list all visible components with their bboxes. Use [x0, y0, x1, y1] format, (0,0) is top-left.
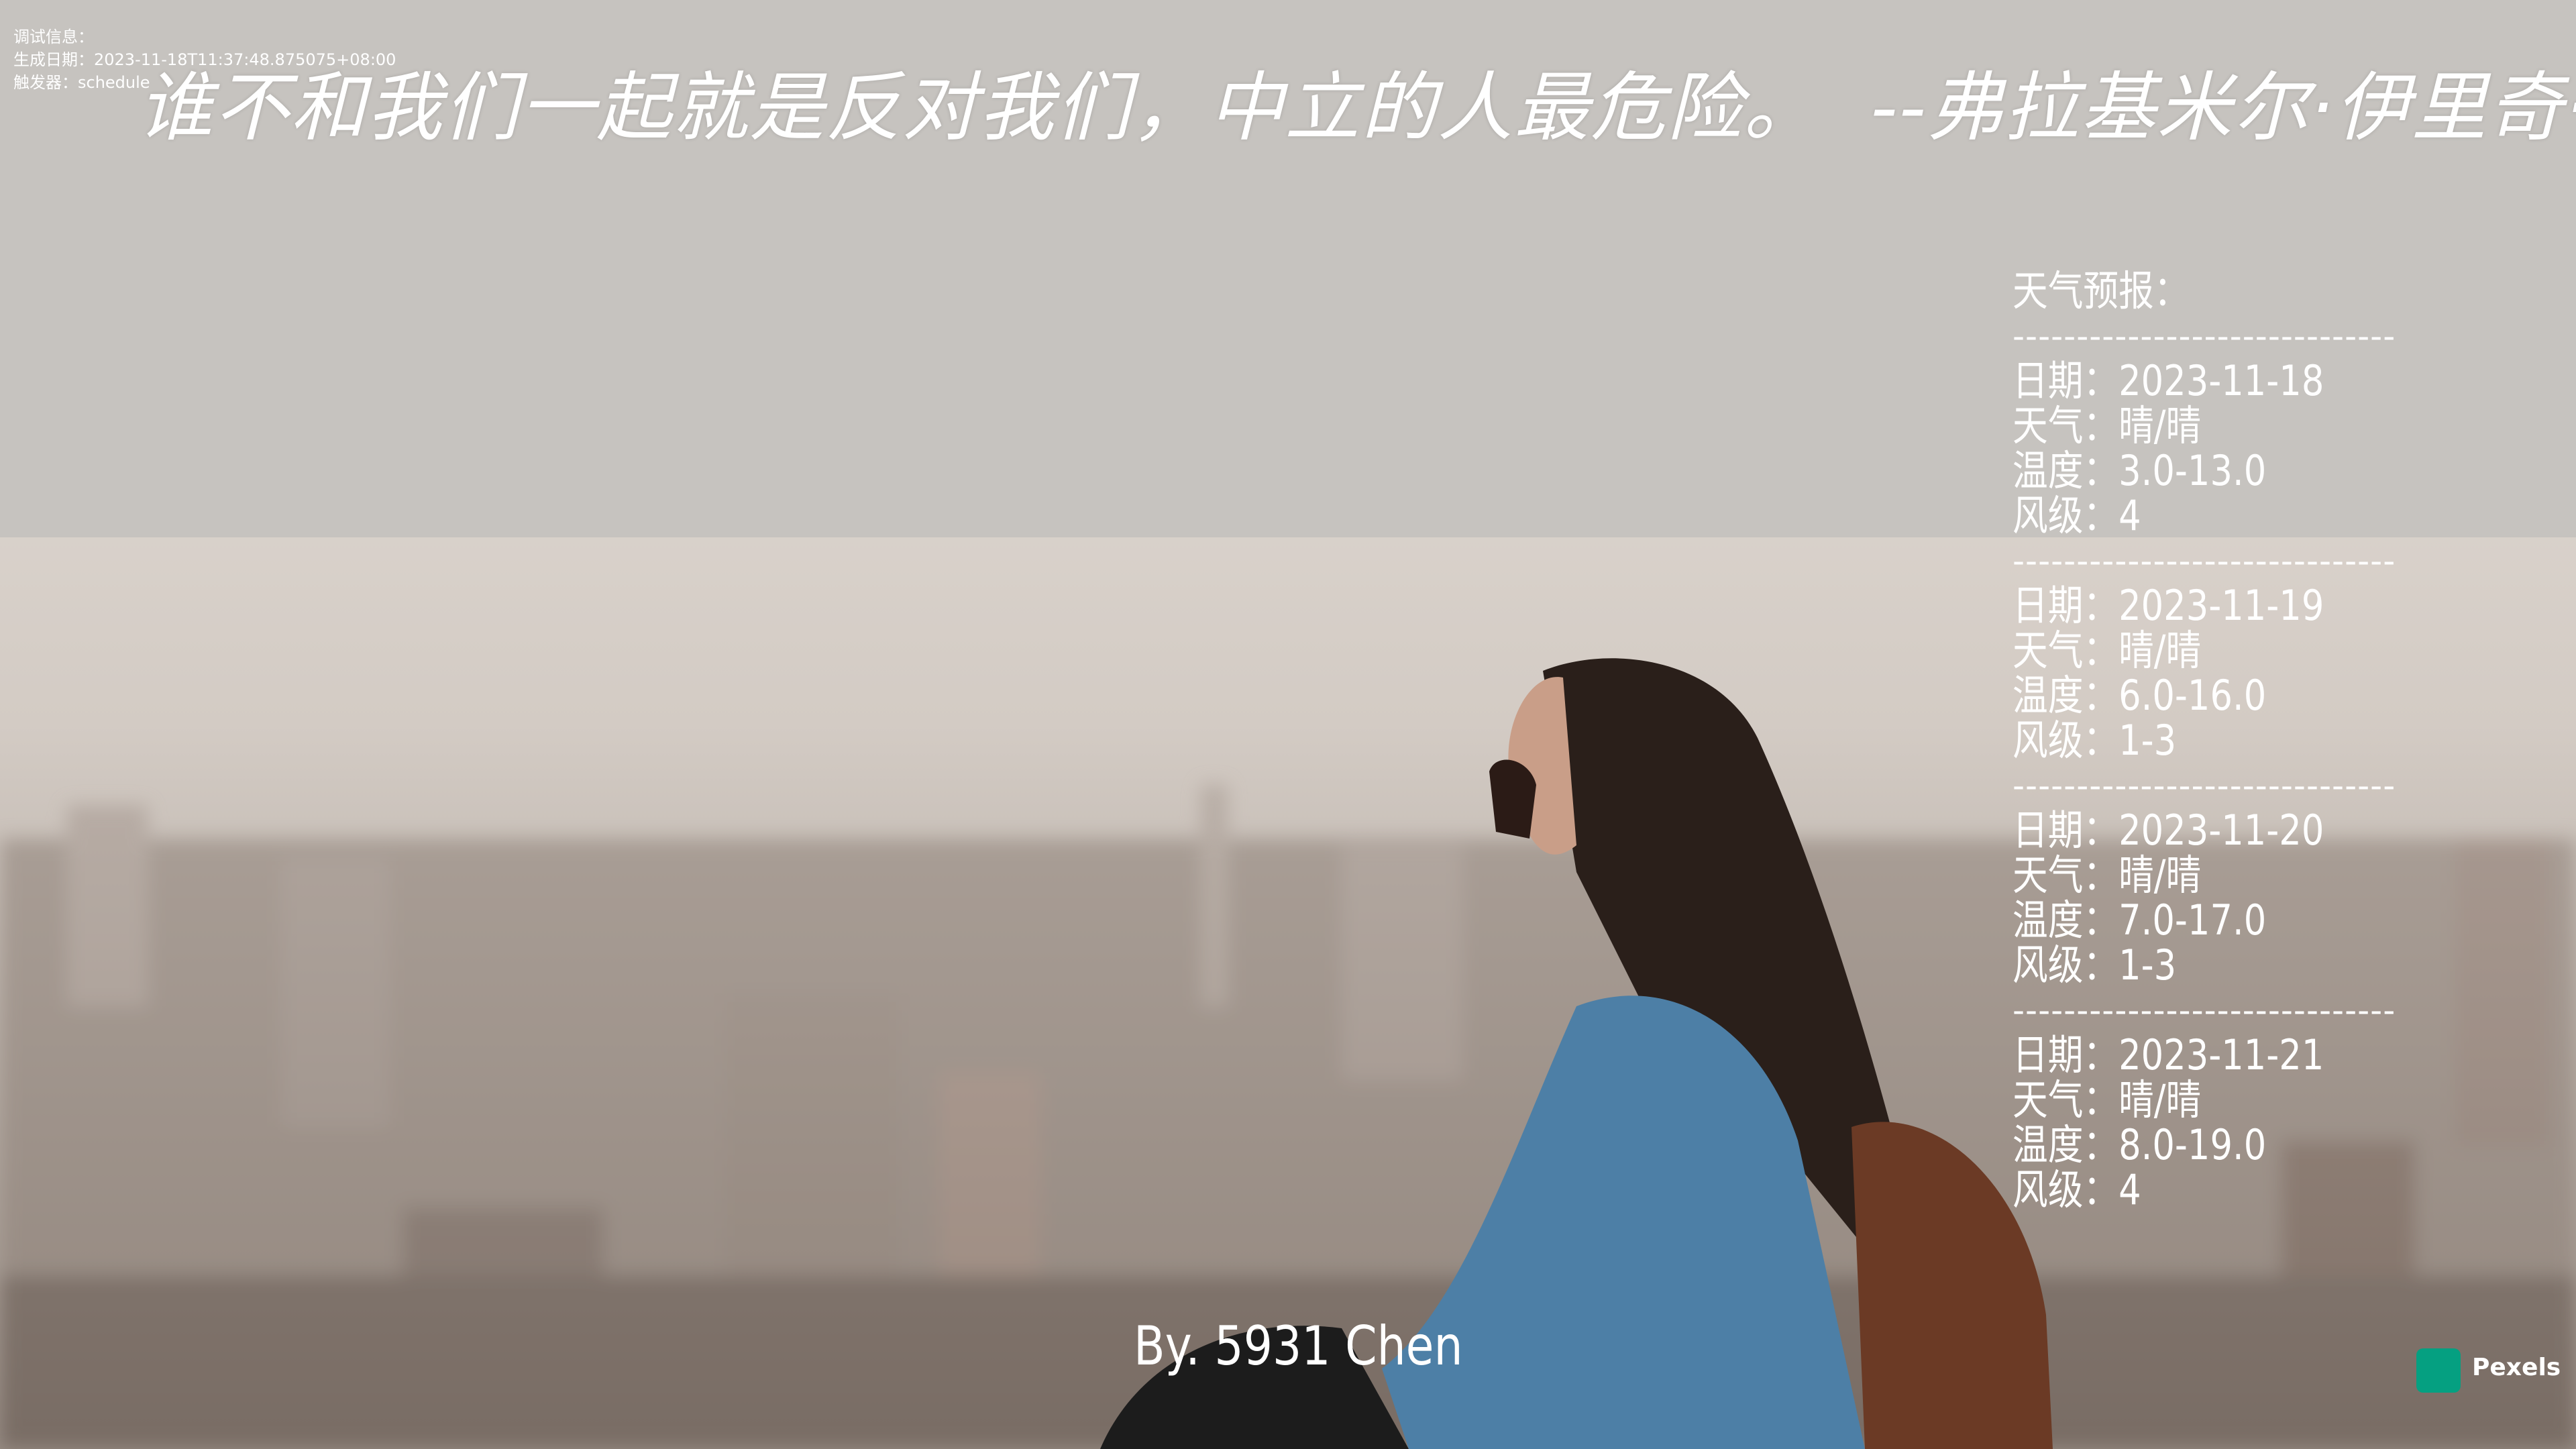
weather-line: 天气：晴/晴: [2012, 1075, 2202, 1124]
top-band: [0, 0, 2576, 537]
weather-line: 天气：晴/晴: [2012, 851, 2202, 900]
debug-line: 生成日期：2023-11-18T11:37:48.875075+08:00: [13, 50, 396, 69]
weather-line: 天气：晴/晴: [2012, 401, 2202, 450]
pexels-logo: [2416, 1348, 2461, 1393]
weather-line: 日期：2023-11-19: [2012, 581, 2324, 630]
debug-line: 调试信息：: [13, 28, 94, 46]
quote: 谁不和我们一起就是反对我们，中立的人最危险。 --弗拉基米尔·伊里奇·列宁: [138, 64, 2576, 152]
woman: [1100, 658, 2053, 1449]
watermark: Pexels: [2472, 1354, 2561, 1381]
debug-line: 触发器：schedule: [13, 73, 150, 92]
weather-line: 温度：3.0-13.0: [2012, 446, 2267, 495]
separator: ------------------------------: [2012, 766, 2396, 805]
weather-line: 日期：2023-11-20: [2012, 806, 2324, 855]
weather-line: 温度：8.0-19.0: [2012, 1120, 2267, 1169]
weather-line: 温度：7.0-17.0: [2012, 896, 2267, 945]
separator: ------------------------------: [2012, 991, 2396, 1030]
weather-line: 风级：1-3: [2012, 716, 2177, 765]
separator: ------------------------------: [2012, 317, 2396, 356]
weather-line: 温度：6.0-16.0: [2012, 671, 2267, 720]
weather-line: 风级：4: [2012, 491, 2141, 540]
weather-line: 风级：1-3: [2012, 941, 2177, 989]
city: [0, 785, 2576, 1449]
weather-line: 日期：2023-11-18: [2012, 356, 2324, 405]
signature: By. 5931 Chen: [1134, 1315, 1463, 1377]
weather-title: 天气预报：: [2012, 266, 2190, 315]
weather-line: 风级：4: [2012, 1165, 2141, 1214]
weather-line: 天气：晴/晴: [2012, 626, 2202, 675]
weather-line: 日期：2023-11-21: [2012, 1030, 2324, 1079]
separator: ------------------------------: [2012, 541, 2396, 580]
